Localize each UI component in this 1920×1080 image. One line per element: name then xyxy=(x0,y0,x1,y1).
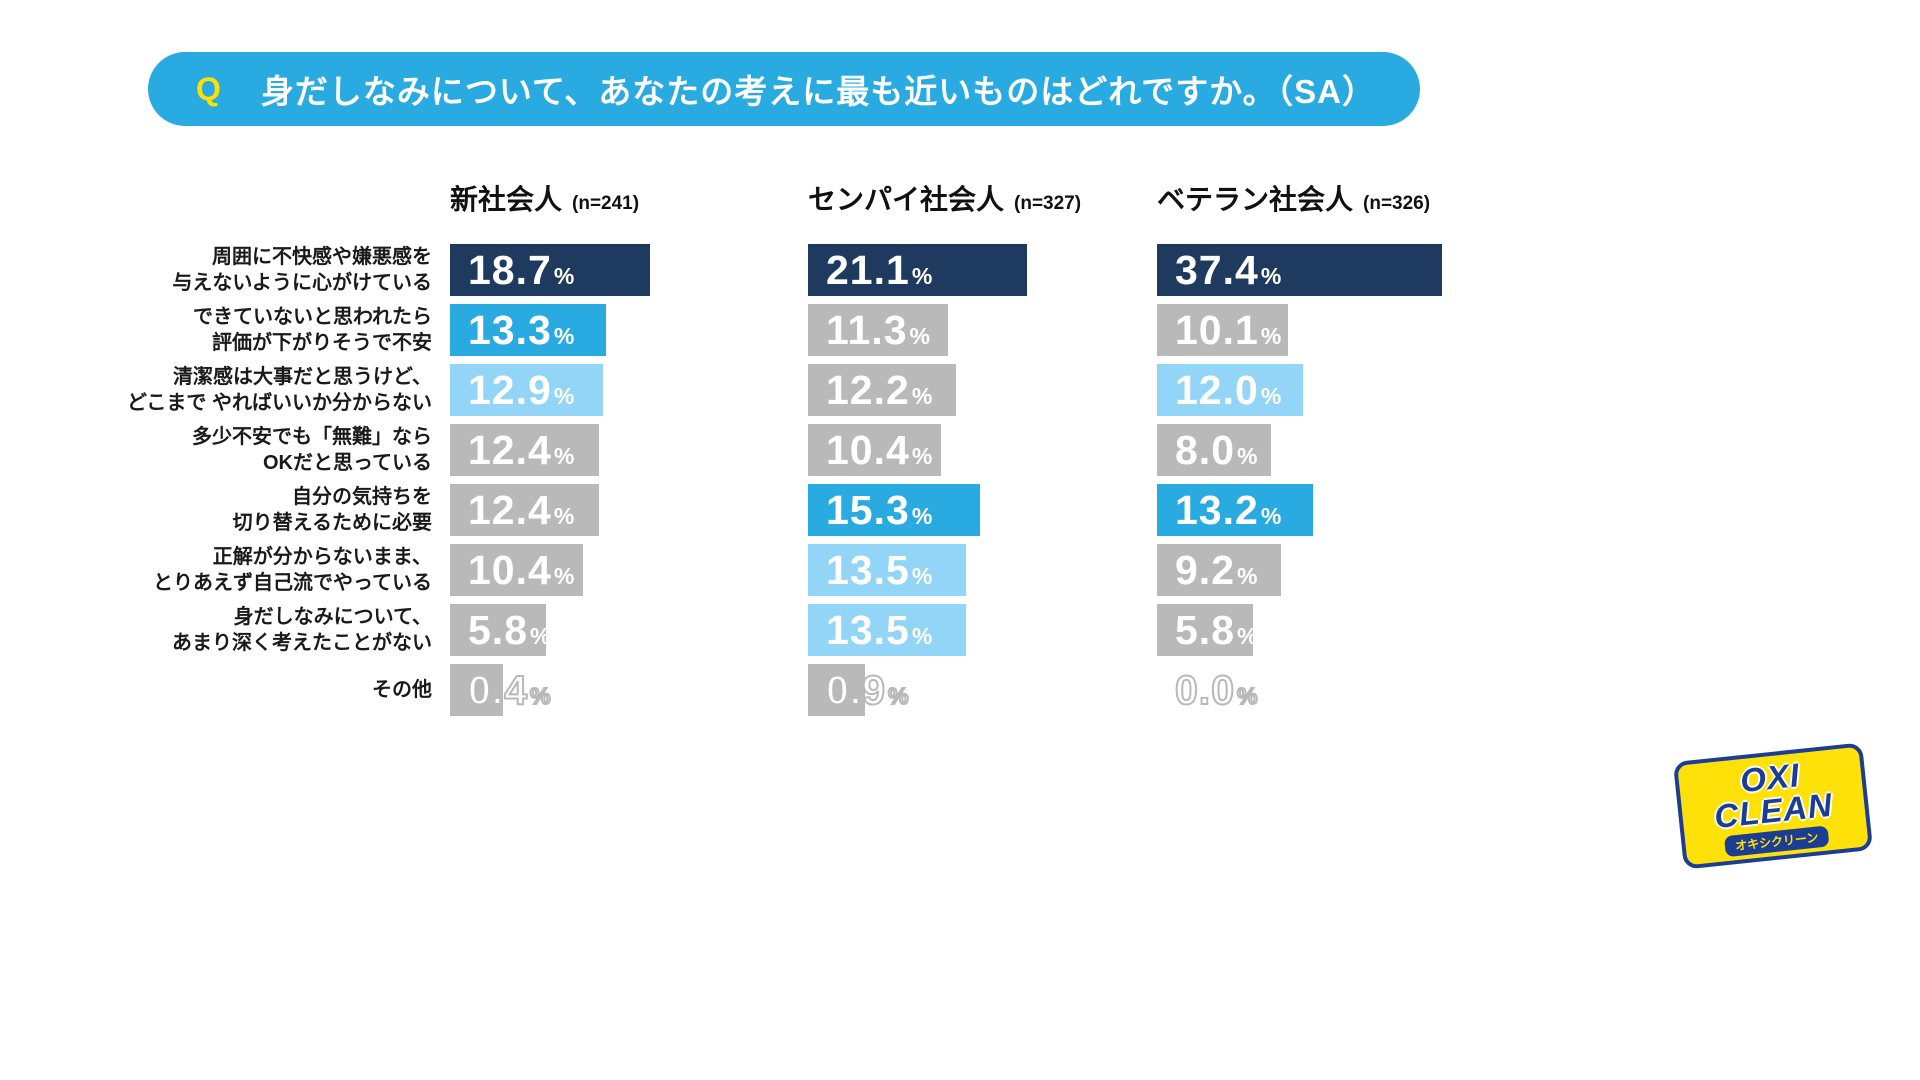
bar xyxy=(1157,604,1253,656)
bar-value: 8.0% xyxy=(1175,427,1258,473)
bar xyxy=(808,424,941,476)
bar-value: 10.4% xyxy=(468,547,575,593)
question-text: 身だしなみについて、あなたの考えに最も近いものはどれですか。（SA） xyxy=(260,73,1376,110)
bar xyxy=(450,544,583,596)
bar xyxy=(450,304,606,356)
bar xyxy=(1157,244,1442,296)
bar-value: 11.3% xyxy=(826,307,930,353)
column-header-group2: センパイ社会人 (n=327) xyxy=(808,178,1081,218)
oxiclean-logo: OXI CLEAN オキシクリーン xyxy=(1672,742,1874,870)
bar-value: 5.8% xyxy=(468,607,551,653)
bar xyxy=(808,484,980,536)
group3-name: ベテラン社会人 xyxy=(1157,184,1354,215)
bar-value: 10.1% xyxy=(1175,307,1282,353)
bar xyxy=(450,424,599,476)
bar-value: 12.4% xyxy=(468,487,575,533)
bar xyxy=(808,664,865,716)
bar xyxy=(1157,364,1303,416)
category-label: 清潔感は大事だと思うけど、 どこまで やればいいか分からない xyxy=(127,366,432,414)
bar xyxy=(1157,304,1288,356)
question-banner: Q 身だしなみについて、あなたの考えに最も近いものはどれですか。（SA） xyxy=(148,52,1420,126)
bar-value: 13.2% xyxy=(1175,487,1282,533)
bar-value: 12.4% xyxy=(468,427,575,473)
bar-value: 18.7% xyxy=(468,247,575,293)
bar-value: 37.4% xyxy=(1175,247,1282,293)
category-label: 周囲に不快感や嫌悪感を 与えないように心がけている xyxy=(172,246,432,294)
bar xyxy=(450,484,599,536)
bar-value: 0.4% xyxy=(467,666,551,714)
category-label: その他 xyxy=(372,679,432,701)
column-header-group3: ベテラン社会人 (n=326) xyxy=(1157,178,1430,218)
category-label: できていないと思われたら 評価が下がりそうで不安 xyxy=(193,306,432,354)
group3-sample-size: (n=326) xyxy=(1363,193,1431,214)
bar xyxy=(1157,484,1313,536)
bar-value: 5.8% xyxy=(1175,607,1258,653)
column-header-group1: 新社会人 (n=241) xyxy=(450,178,639,218)
group2-sample-size: (n=327) xyxy=(1014,193,1082,214)
bar-value: 13.3% xyxy=(468,307,575,353)
category-label: 自分の気持ちを 切り替えるために必要 xyxy=(232,486,432,534)
category-label: 正解が分からないまま、 とりあえず自己流でやっている xyxy=(153,546,432,594)
bar xyxy=(450,364,603,416)
bar-value: 13.5% xyxy=(826,547,933,593)
group1-name: 新社会人 xyxy=(450,184,563,215)
bar-value: 12.2% xyxy=(826,367,933,413)
bar-value: 9.2% xyxy=(1175,547,1258,593)
bar-value: 15.3% xyxy=(826,487,933,533)
bar xyxy=(1157,424,1271,476)
bar-value: 0.0% xyxy=(1174,666,1258,714)
bar xyxy=(808,364,956,416)
category-label: 身だしなみについて、 あまり深く考えたことがない xyxy=(172,606,432,654)
bar xyxy=(450,664,503,716)
bar-value: 0.9% xyxy=(825,666,909,714)
bar xyxy=(1157,544,1281,596)
bar-value: 12.9% xyxy=(468,367,575,413)
bar-value: 21.1% xyxy=(826,247,933,293)
bar xyxy=(450,244,650,296)
bar-value: 10.4% xyxy=(826,427,933,473)
bar xyxy=(808,304,948,356)
bar xyxy=(808,544,966,596)
bar xyxy=(450,604,546,656)
bar xyxy=(808,604,966,656)
question-badge: Q xyxy=(196,70,221,107)
category-label: 多少不安でも「無難」なら OKだと思っている xyxy=(192,426,432,474)
bar-value: 13.5% xyxy=(826,607,933,653)
group2-name: センパイ社会人 xyxy=(808,184,1005,215)
bar-value: 12.0% xyxy=(1175,367,1282,413)
group1-sample-size: (n=241) xyxy=(572,193,640,214)
bar xyxy=(808,244,1027,296)
